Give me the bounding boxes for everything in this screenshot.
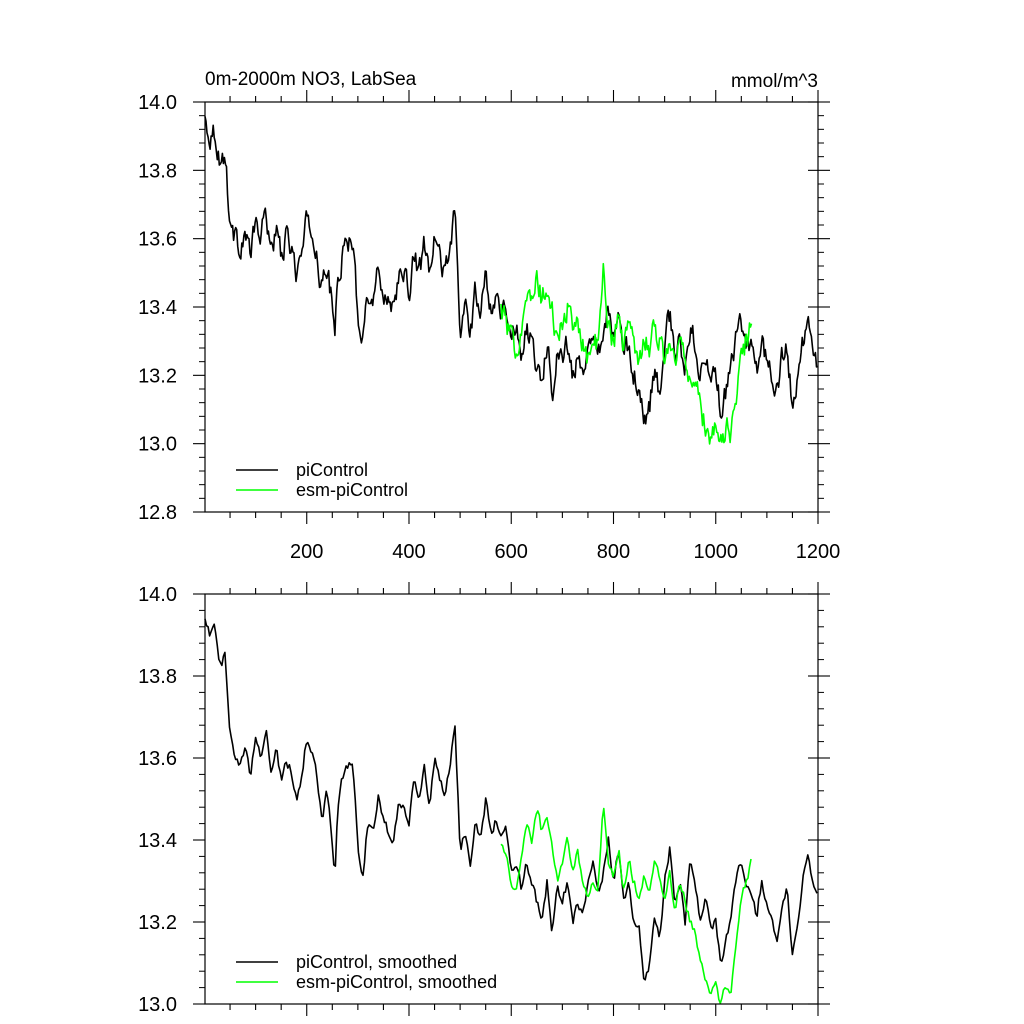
chart-title: 0m-2000m NO3, LabSea — [205, 69, 417, 90]
y-tick-label: 13.0 — [138, 994, 177, 1016]
y-tick-label: 12.8 — [138, 502, 177, 524]
plot-frame — [204, 101, 819, 513]
y-tick-label: 13.2 — [138, 912, 177, 934]
legend-label-picontrol: piControl — [296, 460, 368, 480]
chart-units: mmol/m^3 — [731, 71, 818, 92]
axis-layer: 13.0 13.2 13.4 13.6 13.8 14.0 — [138, 582, 830, 1016]
chart-panel-bottom: 13.0 13.2 13.4 13.6 13.8 14.0 piControl, smoo… — [138, 582, 830, 1016]
y-tick-label: 13.4 — [138, 297, 177, 319]
legend-label-picontrol-smoothed: piControl, smoothed — [296, 952, 457, 972]
y-tick-label: 13.6 — [138, 229, 177, 251]
y-tick-label: 13.8 — [138, 666, 177, 688]
y-tick-label: 13.6 — [138, 748, 177, 770]
series-line-esm-picontrol-smoothed — [500, 807, 752, 1005]
y-tick-label: 13.0 — [138, 434, 177, 456]
series-layer — [204, 618, 818, 1005]
y-tick-label: 13.2 — [138, 365, 177, 387]
legend-label-esm-picontrol-smoothed: esm-piControl, smoothed — [296, 972, 497, 992]
chart-panel-top: 0m-2000m NO3, LabSea mmol/m^3 12.8 13.0 13… — [138, 69, 840, 563]
series-line-picontrol-smoothed — [204, 618, 818, 981]
y-tick-label: 13.8 — [138, 160, 177, 182]
legend-label-esm-picontrol: esm-piControl — [296, 480, 408, 500]
series-line-picontrol — [204, 116, 818, 425]
legend: piControl, smoothed esm-piControl, smoot… — [236, 952, 497, 992]
x-tick-label: 400 — [392, 541, 425, 563]
x-tick-label: 1200 — [796, 541, 841, 563]
y-tick-label: 14.0 — [138, 584, 177, 606]
series-line-esm-picontrol — [500, 262, 753, 445]
x-tick-label: 600 — [495, 541, 528, 563]
x-tick-label: 800 — [597, 541, 630, 563]
y-tick-label: 14.0 — [138, 92, 177, 114]
y-tick-label: 13.4 — [138, 830, 177, 852]
axis-layer: 12.8 13.0 13.2 13.4 13.6 13.8 14.0 200 400 600 800… — [138, 90, 840, 563]
series-layer — [204, 116, 818, 445]
x-tick-label: 1000 — [693, 541, 738, 563]
legend: piControl esm-piControl — [236, 460, 408, 500]
x-tick-label: 200 — [290, 541, 323, 563]
